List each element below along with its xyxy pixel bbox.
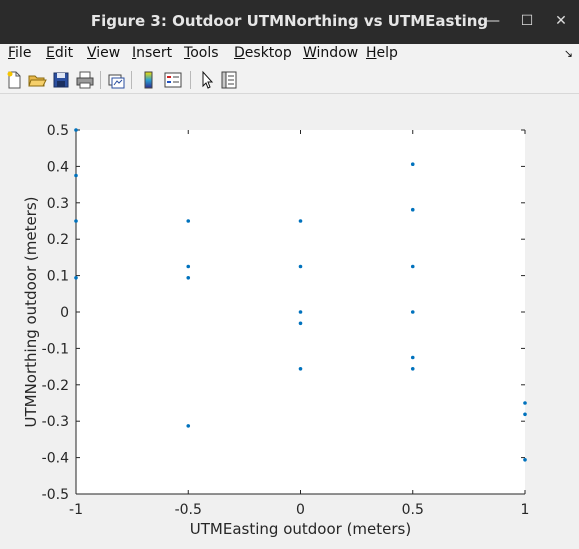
menu-file[interactable]: File <box>8 45 32 61</box>
x-tick-label: 1 <box>521 502 530 518</box>
y-tick-label: 0 <box>60 305 69 321</box>
minimize-icon[interactable]: — <box>486 13 500 29</box>
x-axis-label: UTMEasting outdoor (meters) <box>190 520 411 538</box>
data-point <box>298 219 303 223</box>
data-point <box>298 310 303 314</box>
y-tick-label: -0.4 <box>42 451 69 467</box>
data-point <box>74 219 78 223</box>
insert-legend-icon[interactable] <box>163 70 183 90</box>
x-tick-label: -0.5 <box>175 502 202 518</box>
menu-window[interactable]: Window <box>303 45 359 61</box>
data-point <box>186 264 191 269</box>
menu-bar: File Edit View Insert Tools Desktop Wind… <box>0 44 579 66</box>
data-point <box>74 275 78 280</box>
data-point <box>410 366 415 371</box>
data-point <box>410 207 415 212</box>
data-point <box>298 264 303 269</box>
data-point <box>186 275 191 280</box>
data-point <box>523 457 527 462</box>
close-icon[interactable]: ✕ <box>555 13 567 29</box>
data-point <box>186 219 191 223</box>
figure-toolbar <box>0 66 579 94</box>
scatter-plot: -1 -0.5 0 0.5 1-0.5-0.4-0.3-0.2-0.100.10.20.… <box>22 123 530 538</box>
new-figure-icon[interactable] <box>4 70 24 90</box>
data-point <box>186 424 191 428</box>
data-point <box>298 366 303 371</box>
data-point <box>74 128 78 132</box>
toolbar-separator <box>100 71 101 89</box>
y-tick-label: -0.3 <box>42 414 69 430</box>
y-axis-label: UTMNorthing outdoor (meters) <box>22 196 40 427</box>
data-point <box>523 412 527 417</box>
property-inspector-icon[interactable] <box>219 70 239 90</box>
menu-help[interactable]: Help <box>366 45 398 61</box>
x-tick-label: 0 <box>296 502 305 518</box>
y-tick-label: 0.2 <box>47 232 69 248</box>
x-tick-label: -1 <box>69 502 83 518</box>
data-point <box>74 173 78 178</box>
window-titlebar: Figure 3: Outdoor UTMNorthing vs UTMEast… <box>0 0 579 44</box>
print-icon[interactable] <box>75 70 95 90</box>
data-point <box>410 355 415 360</box>
edit-plot-arrow-icon[interactable] <box>197 70 217 90</box>
menu-insert[interactable]: Insert <box>132 45 173 61</box>
menu-view[interactable]: View <box>87 45 121 61</box>
data-point <box>410 310 415 314</box>
toolbar-separator <box>190 71 191 89</box>
y-tick-label: -0.1 <box>42 341 69 357</box>
y-tick-label: 0.4 <box>47 159 69 175</box>
y-tick-label: 0.5 <box>47 123 69 139</box>
menu-tools[interactable]: Tools <box>184 45 219 61</box>
dock-figure-icon[interactable]: ↘ <box>563 47 573 60</box>
open-file-icon[interactable] <box>27 70 47 90</box>
link-plot-icon[interactable] <box>106 70 126 90</box>
insert-colorbar-icon[interactable] <box>139 70 159 90</box>
data-point <box>410 264 415 269</box>
y-tick-label: -0.2 <box>42 378 69 394</box>
window-title: Figure 3: Outdoor UTMNorthing vs UTMEast… <box>90 12 489 30</box>
data-point <box>298 321 303 326</box>
data-point <box>523 401 527 405</box>
toolbar-separator <box>131 71 132 89</box>
y-tick-label: 0.3 <box>47 196 69 212</box>
x-tick-label: 0.5 <box>402 502 424 518</box>
y-tick-label: -0.5 <box>42 487 69 503</box>
maximize-icon[interactable]: ☐ <box>520 13 534 29</box>
data-point <box>410 162 415 167</box>
menu-edit[interactable]: Edit <box>46 45 74 61</box>
save-icon[interactable] <box>51 70 71 90</box>
figure-canvas: -1 -0.5 0 0.5 1 -0.5 -0.4 -0.3 -0.2 -0.1 0 0.1 0.2 0.… <box>0 95 579 545</box>
y-tick-label: 0.1 <box>47 269 69 285</box>
menu-desktop[interactable]: Desktop <box>234 45 292 61</box>
